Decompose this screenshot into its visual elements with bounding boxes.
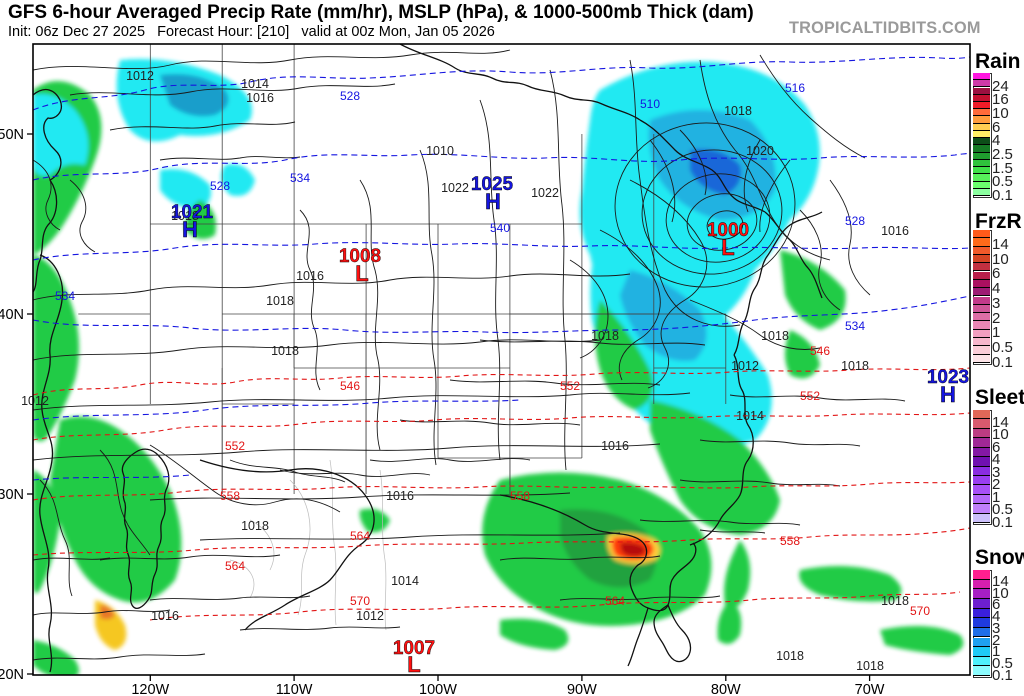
svg-text:30N: 30N <box>0 487 24 503</box>
svg-text:570: 570 <box>910 604 930 618</box>
svg-text:40N: 40N <box>0 307 24 323</box>
svg-text:L: L <box>355 261 368 286</box>
svg-text:1018: 1018 <box>724 104 752 118</box>
svg-text:1012: 1012 <box>731 359 759 373</box>
svg-text:1022: 1022 <box>531 186 559 200</box>
svg-text:546: 546 <box>810 344 830 358</box>
svg-text:558: 558 <box>220 489 240 503</box>
svg-text:528: 528 <box>340 89 360 103</box>
svg-text:L: L <box>721 235 734 260</box>
svg-text:546: 546 <box>340 379 360 393</box>
svg-text:80W: 80W <box>711 682 741 696</box>
svg-text:1016: 1016 <box>601 439 629 453</box>
svg-text:1014: 1014 <box>736 409 764 423</box>
svg-text:1018: 1018 <box>591 329 619 343</box>
svg-text:564: 564 <box>350 529 370 543</box>
svg-text:120W: 120W <box>131 682 169 696</box>
svg-text:1014: 1014 <box>241 77 269 91</box>
svg-text:1016: 1016 <box>246 91 274 105</box>
svg-text:528: 528 <box>210 179 230 193</box>
svg-text:534: 534 <box>55 289 75 303</box>
svg-text:1016: 1016 <box>296 269 324 283</box>
svg-text:H: H <box>485 189 501 214</box>
svg-text:528: 528 <box>845 214 865 228</box>
svg-text:70W: 70W <box>855 682 885 696</box>
svg-text:1018: 1018 <box>266 294 294 308</box>
svg-text:534: 534 <box>290 171 310 185</box>
svg-text:90W: 90W <box>567 682 597 696</box>
svg-text:552: 552 <box>225 439 245 453</box>
svg-text:510: 510 <box>640 97 660 111</box>
svg-text:1022: 1022 <box>441 181 469 195</box>
svg-text:1018: 1018 <box>761 329 789 343</box>
svg-text:L: L <box>407 652 420 677</box>
svg-text:100W: 100W <box>419 682 457 696</box>
svg-text:1018: 1018 <box>776 649 804 663</box>
svg-text:1016: 1016 <box>881 224 909 238</box>
svg-text:1012: 1012 <box>21 394 49 408</box>
svg-text:1012: 1012 <box>356 609 384 623</box>
svg-text:1012: 1012 <box>126 69 154 83</box>
svg-text:H: H <box>940 382 956 407</box>
svg-text:558: 558 <box>780 534 800 548</box>
svg-text:1018: 1018 <box>881 594 909 608</box>
svg-text:H: H <box>182 217 198 242</box>
svg-text:1014: 1014 <box>391 574 419 588</box>
svg-text:564: 564 <box>605 594 625 608</box>
svg-text:552: 552 <box>800 389 820 403</box>
svg-text:1018: 1018 <box>856 659 884 673</box>
svg-text:564: 564 <box>225 559 245 573</box>
svg-text:20N: 20N <box>0 667 24 683</box>
svg-text:516: 516 <box>785 81 805 95</box>
svg-text:570: 570 <box>350 594 370 608</box>
svg-text:1016: 1016 <box>151 609 179 623</box>
svg-text:110W: 110W <box>276 682 313 696</box>
svg-text:50N: 50N <box>0 127 24 143</box>
svg-text:534: 534 <box>845 319 865 333</box>
svg-text:1018: 1018 <box>241 519 269 533</box>
svg-text:1016: 1016 <box>386 489 414 503</box>
svg-text:1010: 1010 <box>426 144 454 158</box>
svg-text:1018: 1018 <box>271 344 299 358</box>
svg-text:1020: 1020 <box>746 144 774 158</box>
svg-text:558: 558 <box>510 489 530 503</box>
svg-text:540: 540 <box>490 221 510 235</box>
svg-text:552: 552 <box>560 379 580 393</box>
svg-text:1018: 1018 <box>841 359 869 373</box>
